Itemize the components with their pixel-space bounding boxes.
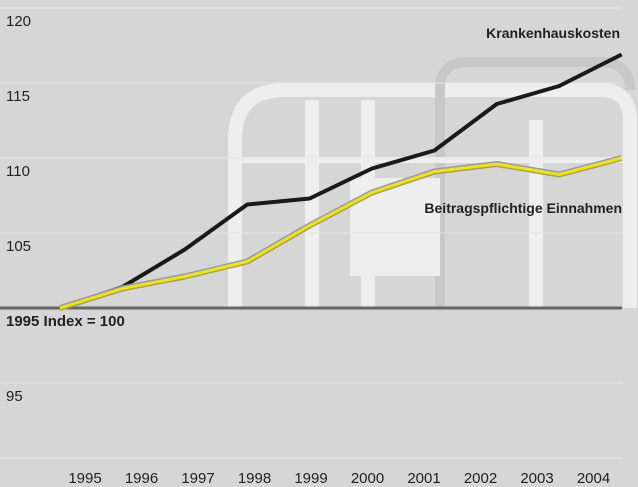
x-tick-label: 1996	[125, 470, 158, 487]
x-tick-label: 1998	[238, 470, 271, 487]
bed-illustration	[228, 57, 637, 308]
series-line	[59, 156, 622, 310]
x-tick-label: 2002	[464, 470, 497, 487]
series-line	[59, 52, 623, 310]
y-tick-label: 105	[6, 238, 31, 255]
y-tick-label: 1995 Index = 100	[6, 313, 125, 330]
x-tick-label: 2000	[351, 470, 384, 487]
y-tick-label: 95	[6, 388, 23, 405]
x-tick-label: 1999	[294, 470, 327, 487]
x-tick-label: 1997	[181, 470, 214, 487]
y-tick-label: 120	[6, 13, 31, 30]
x-tick-label: 1995	[68, 470, 101, 487]
y-tick-label: 110	[6, 163, 30, 180]
series-label: Krankenhauskosten	[486, 25, 620, 41]
x-tick-label: 2001	[407, 470, 440, 487]
bed-pillow	[350, 178, 440, 276]
y-tick-label: 115	[6, 88, 30, 105]
x-tick-label: 2003	[520, 470, 553, 487]
series-label: Beitragspflichtige Einnahmen	[424, 200, 622, 216]
x-tick-label: 2004	[577, 470, 610, 487]
